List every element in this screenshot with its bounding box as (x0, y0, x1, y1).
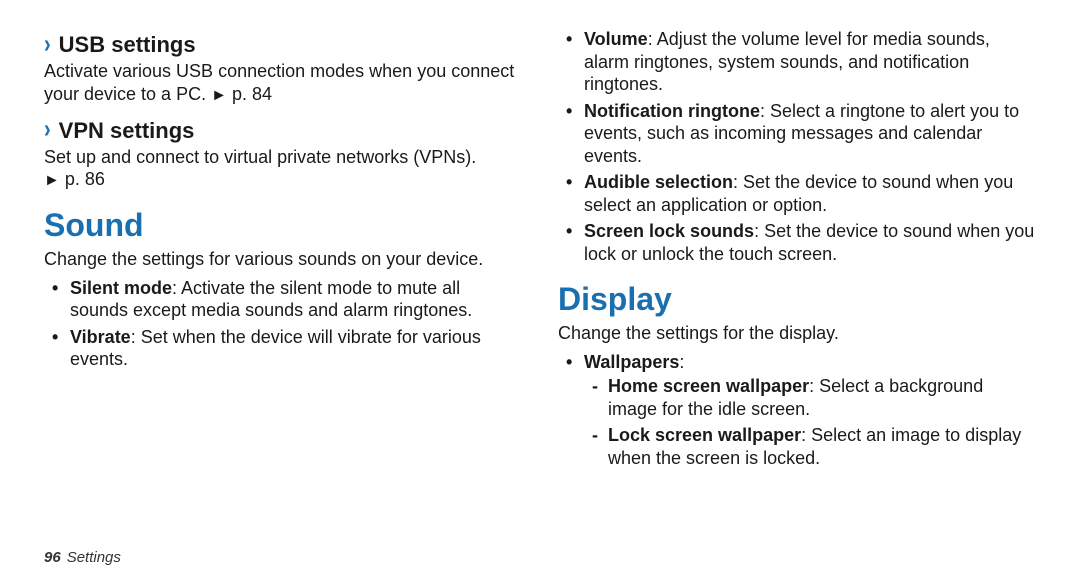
page-ref-arrow-icon: ► (44, 172, 60, 189)
manual-page: › USB settings Activate various USB conn… (0, 0, 1080, 586)
list-item: Volume: Adjust the volume level for medi… (566, 28, 1036, 96)
list-item: Lock screen wallpaper: Select an image t… (592, 424, 1036, 469)
footer-section-name: Settings (67, 549, 121, 566)
display-bullet-list: Wallpapers: Home screen wallpaper: Selec… (566, 351, 1036, 470)
list-item: Notification ringtone: Select a ringtone… (566, 100, 1036, 168)
usb-settings-body: Activate various USB connection modes wh… (44, 60, 522, 106)
list-item: Home screen wallpaper: Select a backgrou… (592, 375, 1036, 420)
list-item: Silent mode: Activate the silent mode to… (52, 277, 522, 322)
chevron-icon: › (44, 116, 51, 146)
sound-bullet-list-right: Volume: Adjust the volume level for medi… (566, 28, 1036, 265)
sound-section-title: Sound (44, 207, 522, 244)
vpn-settings-heading: › VPN settings (44, 118, 522, 144)
list-item: Vibrate: Set when the device will vibrat… (52, 326, 522, 371)
vpn-settings-body: Set up and connect to virtual private ne… (44, 146, 522, 192)
chevron-icon: › (44, 30, 51, 60)
page-footer: 96 Settings (44, 549, 121, 566)
right-column: Volume: Adjust the volume level for medi… (558, 28, 1036, 473)
display-intro: Change the settings for the display. (558, 322, 1036, 345)
list-item: Wallpapers: Home screen wallpaper: Selec… (566, 351, 1036, 470)
display-section-title: Display (558, 281, 1036, 318)
sound-bullet-list-left: Silent mode: Activate the silent mode to… (52, 277, 522, 371)
heading-text: USB settings (59, 32, 196, 58)
two-column-layout: › USB settings Activate various USB conn… (44, 28, 1036, 473)
left-column: › USB settings Activate various USB conn… (44, 28, 522, 473)
list-item: Screen lock sounds: Set the device to so… (566, 220, 1036, 265)
page-ref-arrow-icon: ► (211, 87, 227, 104)
page-number: 96 (44, 549, 61, 566)
wallpapers-sublist: Home screen wallpaper: Select a backgrou… (592, 375, 1036, 469)
list-item: Audible selection: Set the device to sou… (566, 171, 1036, 216)
heading-text: VPN settings (59, 118, 195, 144)
sound-intro: Change the settings for various sounds o… (44, 248, 522, 271)
usb-settings-heading: › USB settings (44, 32, 522, 58)
